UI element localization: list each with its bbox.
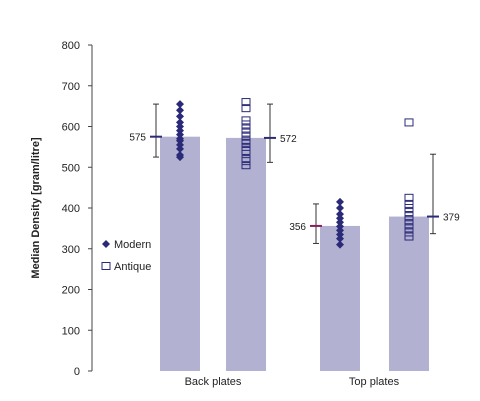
whiskers: [153, 103, 436, 244]
data-label: 572: [280, 134, 297, 145]
point-modern: [336, 214, 344, 223]
point-antique: [241, 104, 251, 113]
legend: Modern Antique: [101, 239, 151, 273]
point-antique: [241, 146, 251, 155]
point-antique: [404, 208, 414, 217]
y-tick-label: 600: [62, 122, 80, 134]
point-modern: [176, 153, 184, 162]
legend-marker-modern: [102, 240, 110, 248]
bar: [226, 137, 266, 371]
point-antique: [404, 232, 414, 241]
point-modern: [336, 222, 344, 231]
point-modern: [336, 218, 344, 227]
point-antique: [404, 118, 414, 127]
category-label: Top plates: [349, 376, 400, 388]
point-antique: [404, 220, 414, 229]
legend-label: Modern: [114, 239, 151, 251]
bar: [320, 225, 360, 371]
point-modern: [176, 130, 184, 139]
point-antique: [404, 193, 414, 202]
legend-label: Antique: [114, 261, 151, 273]
bars: [160, 136, 429, 371]
point-antique: [241, 142, 251, 151]
point-modern: [176, 122, 184, 131]
y-tick-label: 0: [74, 366, 80, 378]
point-antique: [404, 216, 414, 225]
point-antique: [404, 228, 414, 237]
category-label: Back plates: [185, 376, 242, 388]
point-modern: [176, 136, 184, 145]
bar: [160, 136, 200, 371]
median-markers: [150, 135, 439, 227]
y-tick-label: 800: [62, 40, 80, 52]
point-antique: [241, 128, 251, 137]
y-tick-label: 400: [62, 203, 80, 215]
data-labels: 575 572 356 379: [129, 133, 460, 233]
point-modern: [336, 204, 344, 212]
point-modern: [176, 126, 184, 135]
point-antique: [241, 138, 251, 147]
point-modern: [336, 210, 344, 219]
y-tick-label: 700: [62, 81, 80, 93]
y-tick-label: 300: [62, 244, 80, 256]
point-modern: [336, 230, 344, 239]
data-label: 379: [443, 213, 460, 224]
y-tick-label: 100: [62, 325, 80, 337]
point-antique: [404, 212, 414, 221]
point-modern: [176, 140, 184, 149]
point-antique: [241, 120, 251, 129]
point-modern: [176, 100, 184, 109]
point-antique: [404, 224, 414, 233]
data-label: 356: [289, 222, 306, 233]
y-axis-ticks: 0 100 200 300 400 500 600 700 800: [62, 40, 92, 378]
point-modern: [176, 106, 184, 115]
point-modern: [336, 226, 344, 235]
point-antique: [241, 157, 251, 166]
point-modern: [336, 197, 344, 206]
point-modern: [176, 144, 184, 153]
data-label: 575: [129, 133, 146, 144]
point-antique: [404, 204, 414, 212]
y-tick-label: 500: [62, 162, 80, 174]
point-antique: [241, 124, 251, 133]
point-antique: [241, 98, 251, 107]
point-modern: [176, 118, 184, 127]
y-axis-title: Median Density [gram/litre]: [30, 137, 42, 279]
points: [176, 98, 414, 249]
y-tick-label: 200: [62, 285, 80, 297]
point-antique: [404, 199, 414, 208]
point-modern: [176, 112, 184, 121]
bar: [389, 216, 429, 371]
point-modern: [336, 240, 344, 249]
point-antique: [241, 116, 251, 125]
point-antique: [241, 132, 251, 141]
point-modern: [336, 234, 344, 243]
point-antique: [241, 161, 251, 170]
legend-marker-antique: [101, 262, 111, 270]
category-labels: Back plates Top plates: [185, 376, 400, 388]
